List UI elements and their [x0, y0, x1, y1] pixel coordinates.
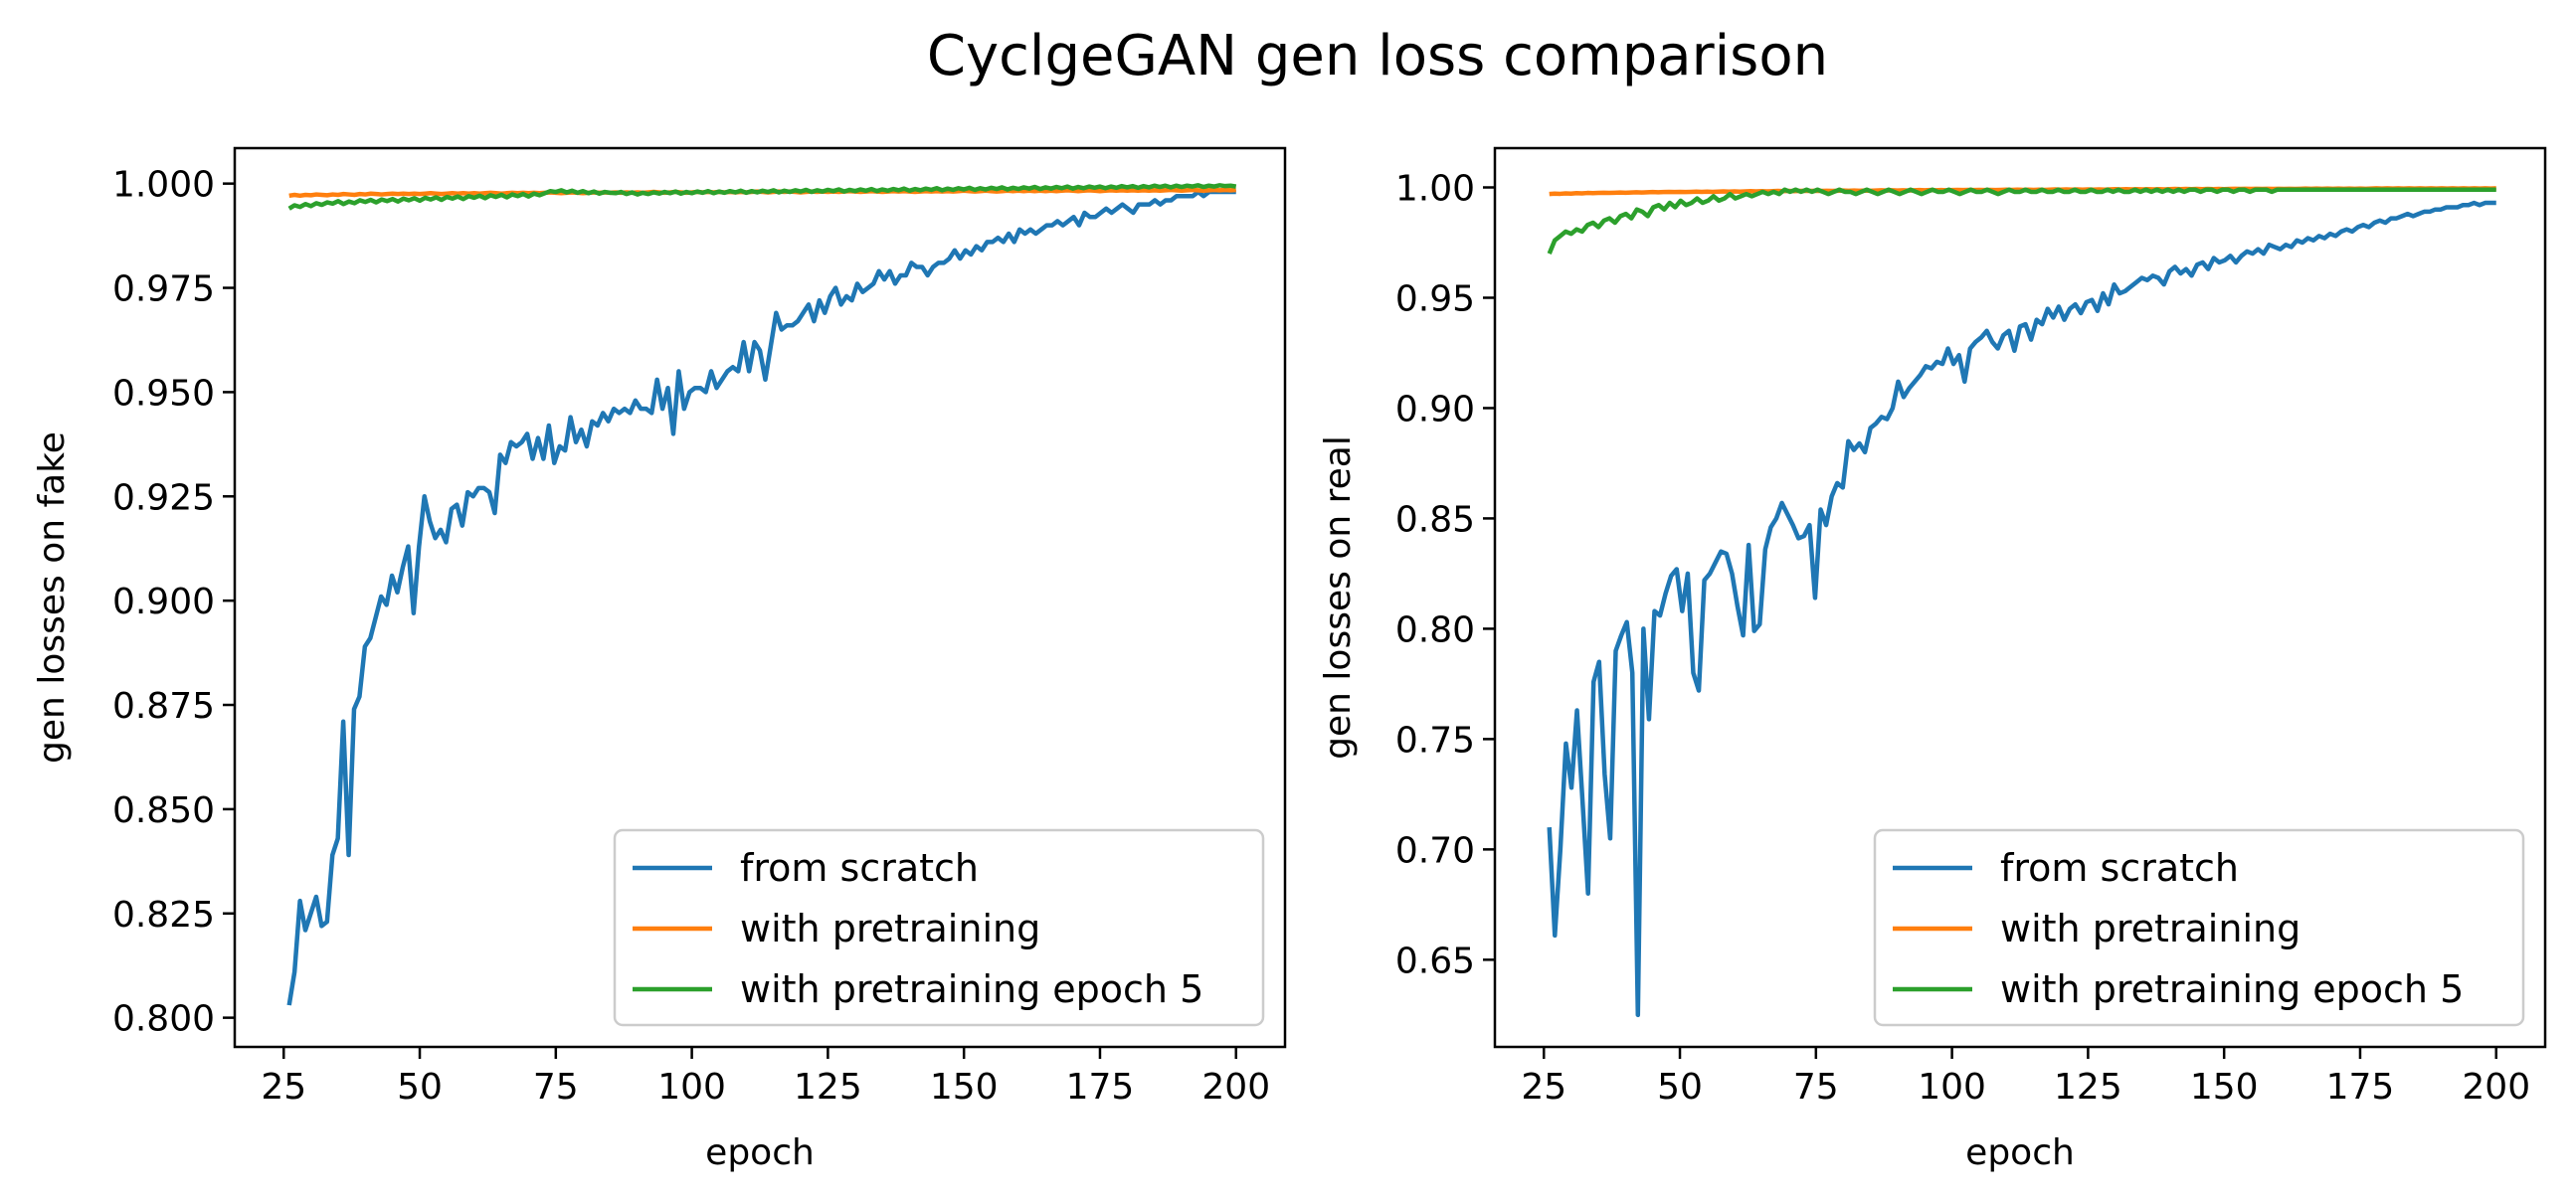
y-tick-label: 0.925: [112, 477, 215, 518]
x-tick-label: 50: [1657, 1067, 1703, 1108]
subplot-fake: 25 50 75 100 125 150 175 200 0.8000.8250.8500.8…: [32, 146, 1287, 1173]
y-tick-label: 1.000: [112, 165, 215, 206]
y-tick-label: 0.80: [1395, 609, 1475, 650]
x-axis-label: epoch: [705, 1132, 815, 1173]
legend: from scratch with pretraining with pretrai…: [1873, 828, 2525, 1027]
x-tick-label: 125: [794, 1067, 862, 1108]
plot-lines: [1547, 186, 2496, 1018]
legend-box: [1873, 828, 2525, 1027]
x-axis: 25 50 75 100 125 150 175 200: [261, 1047, 1270, 1108]
legend-box: [613, 828, 1265, 1027]
x-axis-label: epoch: [1965, 1132, 2075, 1173]
x-tick-label: 25: [1521, 1067, 1566, 1108]
y-tick-label: 0.900: [112, 582, 215, 622]
plot-lines: [286, 183, 1237, 1006]
x-tick-label: 75: [533, 1067, 579, 1108]
legend-label: from scratch: [740, 846, 979, 890]
x-tick-label: 25: [261, 1067, 306, 1108]
y-axis-label: gen losses on fake: [32, 431, 73, 764]
y-tick-label: 0.800: [112, 999, 215, 1040]
y-tick-label: 0.70: [1395, 830, 1475, 871]
legend: from scratch with pretraining with pretrai…: [613, 828, 1265, 1027]
y-axis-label: gen losses on real: [1318, 435, 1359, 760]
x-tick-label: 200: [2462, 1067, 2530, 1108]
y-axis: 0.800 0.825 0.850 0.875 0.900 0.925 0.950 0.975…: [112, 165, 235, 1040]
legend-label: with pretraining epoch 5: [740, 967, 1203, 1011]
x-tick-label: 100: [1918, 1067, 1986, 1108]
x-tick-label: 50: [397, 1067, 443, 1108]
y-axis: 0.65 0.70 0.75 0.80 0.85 0.90 0.95 1.00: [1395, 169, 1495, 981]
figure-title: CyclgeGAN gen loss comparison: [927, 24, 1828, 88]
x-axis: 25 50 75 100 125 150 175 200: [1521, 1047, 2530, 1108]
x-tick-label: 175: [2326, 1067, 2395, 1108]
x-tick-label: 100: [657, 1067, 726, 1108]
y-tick-label: 0.75: [1395, 720, 1475, 761]
y-tick-label: 0.90: [1395, 389, 1475, 430]
y-tick-label: 0.825: [112, 895, 215, 936]
y-tick-label: 0.85: [1395, 499, 1475, 540]
x-tick-label: 175: [1066, 1067, 1135, 1108]
series-line-0: [1547, 200, 2496, 1018]
y-tick-label: 0.850: [112, 790, 215, 831]
x-tick-label: 125: [2054, 1067, 2122, 1108]
y-tick-label: 0.65: [1395, 941, 1475, 981]
x-tick-label: 200: [1201, 1067, 1270, 1108]
legend-label: with pretraining epoch 5: [2000, 967, 2464, 1011]
series-line-2: [287, 183, 1237, 211]
y-tick-label: 0.95: [1395, 278, 1475, 319]
y-tick-label: 1.00: [1395, 169, 1475, 210]
y-tick-label: 0.975: [112, 269, 215, 310]
axes-frame: [233, 146, 1287, 1049]
x-tick-label: 150: [930, 1067, 999, 1108]
series-line-0: [286, 189, 1236, 1006]
legend-label: from scratch: [2000, 846, 2239, 890]
x-tick-label: 75: [1793, 1067, 1839, 1108]
legend-label: with pretraining: [2000, 907, 2300, 950]
y-tick-label: 0.875: [112, 686, 215, 727]
y-tick-label: 0.950: [112, 373, 215, 414]
series-line-2: [1547, 187, 2496, 255]
axes-frame: [1493, 146, 2547, 1049]
subplot-real: 25 50 75 100 125 150 175 200 0.650.700.750.800.…: [1318, 146, 2547, 1173]
x-tick-label: 150: [2190, 1067, 2259, 1108]
legend-label: with pretraining: [740, 907, 1040, 950]
